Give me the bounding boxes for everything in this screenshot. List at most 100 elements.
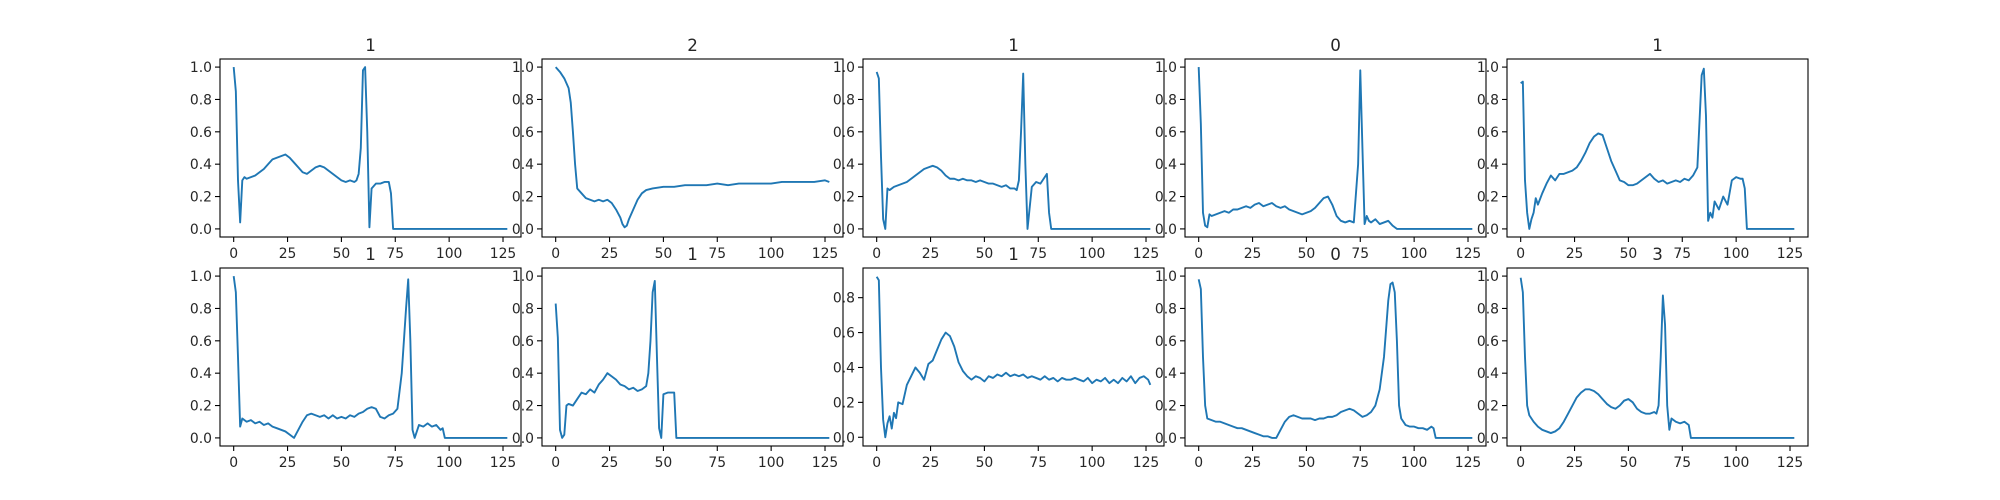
x-tick-label: 125 bbox=[1133, 455, 1160, 471]
y-tick-label: 0.2 bbox=[512, 399, 534, 415]
x-tick-label: 0 bbox=[1194, 246, 1203, 262]
x-tick-label: 50 bbox=[1620, 455, 1638, 471]
x-tick-label: 75 bbox=[1029, 455, 1047, 471]
subplot-title: 2 bbox=[687, 35, 698, 55]
x-tick-label: 50 bbox=[1298, 455, 1316, 471]
x-tick-label: 25 bbox=[279, 246, 297, 262]
x-tick-label: 50 bbox=[655, 455, 673, 471]
y-tick-label: 0.2 bbox=[833, 190, 855, 206]
x-tick-label: 75 bbox=[1029, 246, 1047, 262]
y-tick-label: 0.4 bbox=[833, 360, 855, 376]
series-line bbox=[554, 280, 830, 439]
x-tick-label: 50 bbox=[333, 246, 351, 262]
x-tick-label: 100 bbox=[1079, 246, 1106, 262]
y-tick-label: 0.8 bbox=[833, 92, 855, 108]
y-tick-label: 0.2 bbox=[190, 190, 212, 206]
subplot-title: 1 bbox=[1008, 244, 1019, 264]
y-tick-label: 0.8 bbox=[1477, 92, 1499, 108]
x-tick-label: 50 bbox=[1298, 246, 1316, 262]
x-tick-label: 100 bbox=[758, 246, 785, 262]
y-tick-label: 0.8 bbox=[1155, 301, 1177, 317]
x-tick-label: 125 bbox=[812, 455, 839, 471]
x-tick-label: 50 bbox=[976, 455, 994, 471]
y-tick-label: 0.2 bbox=[1155, 190, 1177, 206]
x-tick-label: 25 bbox=[922, 455, 940, 471]
x-tick-label: 100 bbox=[758, 455, 785, 471]
x-tick-label: 100 bbox=[436, 455, 463, 471]
y-tick-label: 0.8 bbox=[1155, 92, 1177, 108]
y-tick-label: 0.4 bbox=[190, 157, 212, 173]
y-tick-label: 0.4 bbox=[1477, 157, 1499, 173]
axes-frame bbox=[219, 58, 522, 238]
y-tick-label: 0.0 bbox=[512, 431, 534, 447]
y-tick-label: 0.4 bbox=[1477, 366, 1499, 382]
y-tick-label: 1.0 bbox=[1155, 269, 1177, 285]
x-tick-label: 75 bbox=[708, 246, 726, 262]
y-tick-label: 0.0 bbox=[1477, 431, 1499, 447]
y-tick-label: 0.0 bbox=[1155, 431, 1177, 447]
x-tick-label: 25 bbox=[1244, 455, 1262, 471]
y-tick-label: 0.0 bbox=[512, 222, 534, 238]
series-line bbox=[554, 66, 830, 229]
y-tick-label: 0.6 bbox=[1155, 125, 1177, 141]
axes-frame bbox=[1184, 267, 1487, 447]
subplot: 1 0 25 50 75 100 125 0.0 0.2 0.4 0.6 0.8 1.0 bbox=[512, 244, 844, 471]
x-tick-label: 125 bbox=[1777, 246, 1804, 262]
subplot: 3 0 25 50 75 100 125 0.0 0.2 0.4 0.6 0.8 1.0 bbox=[1477, 244, 1809, 471]
subplot-title: 0 bbox=[1330, 244, 1341, 264]
x-tick-label: 75 bbox=[1673, 455, 1691, 471]
y-tick-label: 0.0 bbox=[833, 430, 855, 446]
subplot-title: 1 bbox=[687, 244, 698, 264]
x-tick-label: 75 bbox=[1351, 455, 1369, 471]
x-tick-label: 25 bbox=[922, 246, 940, 262]
x-tick-label: 125 bbox=[490, 455, 517, 471]
y-tick-label: 0.6 bbox=[1155, 334, 1177, 350]
x-tick-label: 0 bbox=[1194, 455, 1203, 471]
x-tick-label: 25 bbox=[1566, 455, 1584, 471]
x-tick-label: 125 bbox=[490, 246, 517, 262]
subplot: 1 0 25 50 75 100 125 0.0 0.2 0.4 0.6 0.8 1.0 bbox=[190, 244, 522, 471]
x-tick-label: 0 bbox=[229, 455, 238, 471]
subplot: 1 0 25 50 75 100 125 0.0 0.2 0.4 0.6 0.8 1.0 bbox=[190, 35, 522, 262]
y-tick-label: 0.2 bbox=[512, 190, 534, 206]
y-tick-label: 0.2 bbox=[1477, 190, 1499, 206]
x-tick-label: 0 bbox=[872, 246, 881, 262]
x-tick-label: 0 bbox=[872, 455, 881, 471]
axes-frame bbox=[1506, 58, 1809, 238]
subplot-title: 3 bbox=[1652, 244, 1663, 264]
x-tick-label: 0 bbox=[1516, 455, 1525, 471]
series-line bbox=[1520, 67, 1795, 230]
x-tick-label: 25 bbox=[1566, 246, 1584, 262]
y-tick-label: 0.0 bbox=[1155, 222, 1177, 238]
series-line bbox=[232, 275, 508, 439]
axes-frame bbox=[1506, 267, 1809, 447]
y-tick-label: 0.6 bbox=[1477, 125, 1499, 141]
y-tick-label: 1.0 bbox=[190, 269, 212, 285]
y-tick-label: 1.0 bbox=[1477, 60, 1499, 76]
y-tick-label: 1.0 bbox=[833, 60, 855, 76]
subplot: 0 0 25 50 75 100 125 0.0 0.2 0.4 0.6 0.8 1.0 bbox=[1155, 35, 1487, 262]
subplot: 0 0 25 50 75 100 125 0.0 0.2 0.4 0.6 0.8 1.0 bbox=[1155, 244, 1487, 471]
series-line bbox=[875, 71, 1151, 230]
y-tick-label: 0.0 bbox=[833, 222, 855, 238]
y-tick-label: 0.6 bbox=[512, 125, 534, 141]
x-tick-label: 75 bbox=[386, 455, 404, 471]
x-tick-label: 125 bbox=[1455, 455, 1482, 471]
y-tick-label: 0.2 bbox=[1155, 399, 1177, 415]
y-tick-label: 0.8 bbox=[190, 301, 212, 317]
subplot-title: 1 bbox=[365, 244, 376, 264]
y-tick-label: 1.0 bbox=[512, 269, 534, 285]
y-tick-label: 0.6 bbox=[1477, 334, 1499, 350]
y-tick-label: 0.6 bbox=[190, 125, 212, 141]
y-tick-label: 0.2 bbox=[190, 399, 212, 415]
axes-frame bbox=[862, 58, 1165, 238]
x-tick-label: 75 bbox=[1673, 246, 1691, 262]
series-line bbox=[1197, 67, 1473, 230]
x-tick-label: 125 bbox=[1455, 246, 1482, 262]
series-line bbox=[1197, 279, 1473, 439]
y-tick-label: 0.4 bbox=[512, 157, 534, 173]
y-tick-label: 0.6 bbox=[512, 334, 534, 350]
x-tick-label: 0 bbox=[1516, 246, 1525, 262]
